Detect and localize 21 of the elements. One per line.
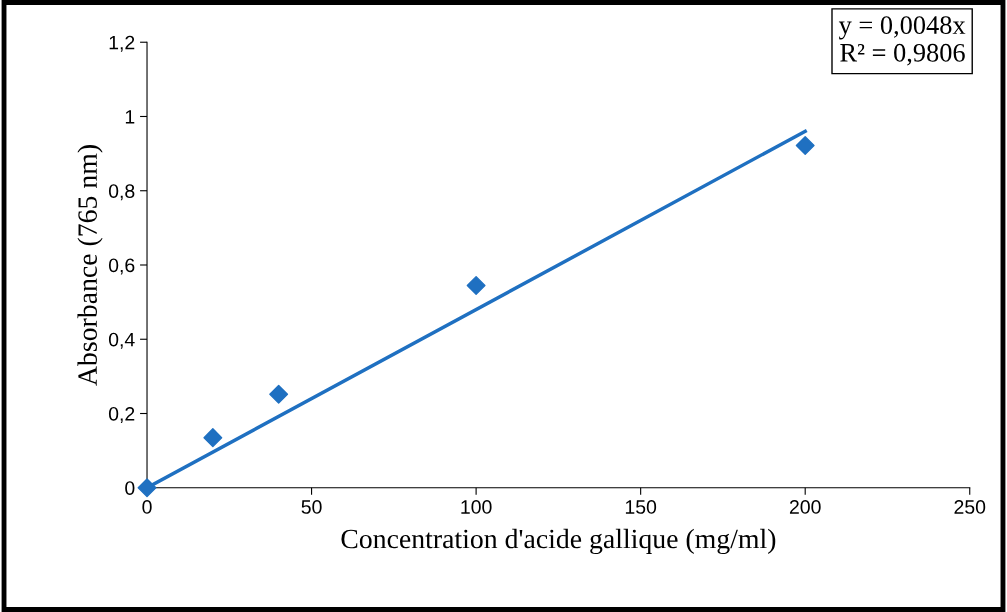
y-tick-label: 1 [125, 110, 135, 124]
y-tick-label: 0,6 [108, 258, 135, 275]
point [269, 384, 289, 404]
x-axis-title: Concentration d'acide gallique (mg/ml) [341, 528, 776, 555]
annotation: y = 0,0048x R² = 0,9806 [838, 16, 966, 66]
point [137, 478, 157, 498]
x-tick-label: 50 [301, 500, 322, 514]
y-axis-title: Absorbance (765 nm) [77, 145, 103, 386]
y-tick-label: 0,4 [108, 332, 135, 349]
y-tick-label: 0 [125, 481, 135, 495]
x-tick-label: 200 [789, 500, 821, 514]
x-tick-label: 150 [625, 500, 657, 514]
y-tick-label: 0,8 [108, 184, 135, 201]
y-tick-label: 1,2 [109, 35, 135, 52]
point [795, 135, 815, 155]
y-tick-label: 0,2 [108, 406, 135, 424]
x-tick-label: 250 [954, 500, 986, 514]
point [466, 275, 486, 295]
x-tick-label: 100 [461, 500, 492, 514]
point [203, 428, 223, 448]
x-tick-label: 0 [142, 500, 152, 514]
